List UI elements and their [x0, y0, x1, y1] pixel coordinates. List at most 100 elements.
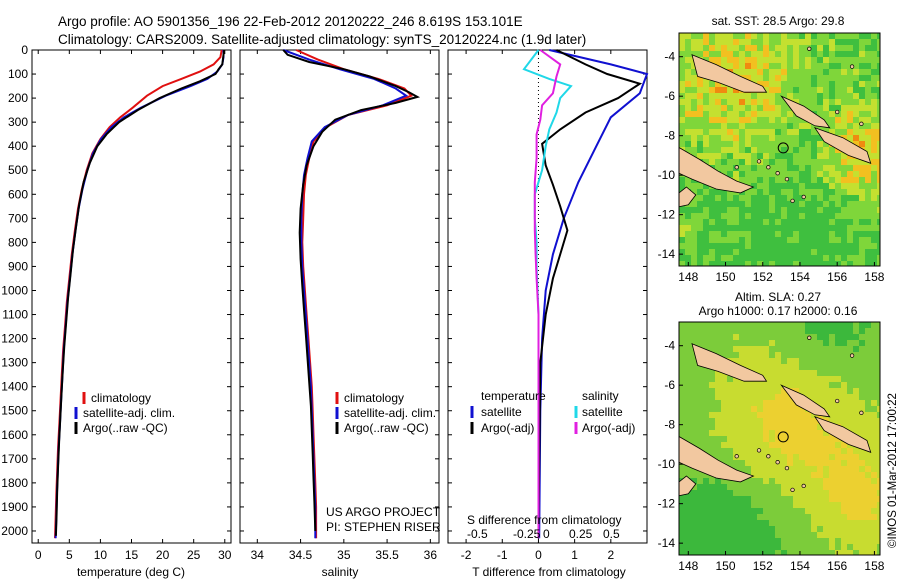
map-cell	[781, 261, 787, 266]
map-cell	[859, 358, 865, 364]
map-cell	[763, 195, 769, 201]
map-cell	[769, 39, 775, 45]
map-cell	[769, 45, 775, 51]
map-cell	[799, 75, 805, 81]
map-cell	[733, 394, 739, 400]
map-cell	[829, 243, 835, 249]
island	[766, 165, 771, 170]
map-cell	[745, 328, 751, 334]
map-cell	[859, 388, 865, 394]
map-cell	[811, 45, 817, 51]
map-cell	[823, 243, 829, 249]
map-cell	[751, 213, 757, 219]
map-cell	[877, 424, 880, 430]
map-x-tick-label: 148	[678, 559, 698, 573]
map-cell	[739, 141, 745, 147]
map-cell	[865, 466, 871, 472]
map-cell	[691, 261, 697, 266]
map-cell	[685, 514, 691, 520]
map-cell	[745, 466, 751, 472]
map-cell	[871, 237, 877, 243]
map-cell	[829, 520, 835, 526]
map-cell	[865, 63, 871, 69]
map-cell	[871, 123, 877, 129]
map-cell	[703, 249, 709, 255]
map-cell	[853, 183, 859, 189]
map-cell	[805, 153, 811, 159]
map-cell	[763, 255, 769, 261]
map-cell	[733, 334, 739, 340]
map-cell	[799, 544, 805, 550]
map-cell	[877, 502, 880, 508]
map-cell	[829, 352, 835, 358]
map-cell	[739, 201, 745, 207]
map-cell	[877, 340, 880, 346]
map-cell	[685, 147, 691, 153]
map-cell	[763, 123, 769, 129]
map-cell	[799, 334, 805, 340]
map-cell	[691, 105, 697, 111]
map-cell	[715, 442, 721, 448]
map-cell	[691, 424, 697, 430]
map-cell	[835, 261, 841, 266]
map-y-tick-label: -8	[664, 129, 675, 143]
map-cell	[859, 171, 865, 177]
map-cell	[829, 207, 835, 213]
map-cell	[787, 424, 793, 430]
map-cell	[799, 135, 805, 141]
map-cell	[745, 430, 751, 436]
map-cell	[871, 496, 877, 502]
map-cell	[739, 424, 745, 430]
map-cell	[871, 75, 877, 81]
map-cell	[739, 412, 745, 418]
map-cell	[787, 261, 793, 266]
map-cell	[811, 412, 817, 418]
map-cell	[751, 39, 757, 45]
map-cell	[733, 376, 739, 382]
map-cell	[709, 189, 715, 195]
map-cell	[733, 207, 739, 213]
map-cell	[745, 340, 751, 346]
map-cell	[691, 358, 697, 364]
map-cell	[853, 328, 859, 334]
map-cell	[697, 243, 703, 249]
map-cell	[853, 400, 859, 406]
map-cell	[841, 514, 847, 520]
map-cell	[853, 105, 859, 111]
map-cell	[715, 57, 721, 63]
map-cell	[793, 376, 799, 382]
map-cell	[841, 225, 847, 231]
map-cell	[799, 153, 805, 159]
map-cell	[703, 123, 709, 129]
map-cell	[835, 436, 841, 442]
map-cell	[847, 496, 853, 502]
sla-map-title-2: Argo h1000: 0.17 h2000: 0.16	[699, 304, 858, 318]
map-cell	[679, 57, 685, 63]
map-cell	[697, 400, 703, 406]
map-cell	[769, 412, 775, 418]
map-cell	[841, 328, 847, 334]
map-cell	[709, 213, 715, 219]
map-cell	[721, 448, 727, 454]
map-cell	[829, 105, 835, 111]
map-cell	[853, 502, 859, 508]
map-cell	[877, 165, 880, 171]
map-cell	[877, 123, 880, 129]
map-cell	[835, 550, 841, 555]
map-cell	[823, 442, 829, 448]
map-cell	[817, 496, 823, 502]
map-cell	[721, 195, 727, 201]
map-cell	[805, 33, 811, 39]
map-cell	[727, 430, 733, 436]
map-cell	[823, 322, 829, 328]
map-cell	[823, 466, 829, 472]
map-cell	[769, 177, 775, 183]
map-cell	[733, 57, 739, 63]
map-cell	[781, 147, 787, 153]
map-cell	[787, 406, 793, 412]
map-cell	[715, 328, 721, 334]
map-cell	[679, 213, 685, 219]
map-cell	[859, 508, 865, 514]
map-cell	[727, 544, 733, 550]
map-cell	[715, 496, 721, 502]
